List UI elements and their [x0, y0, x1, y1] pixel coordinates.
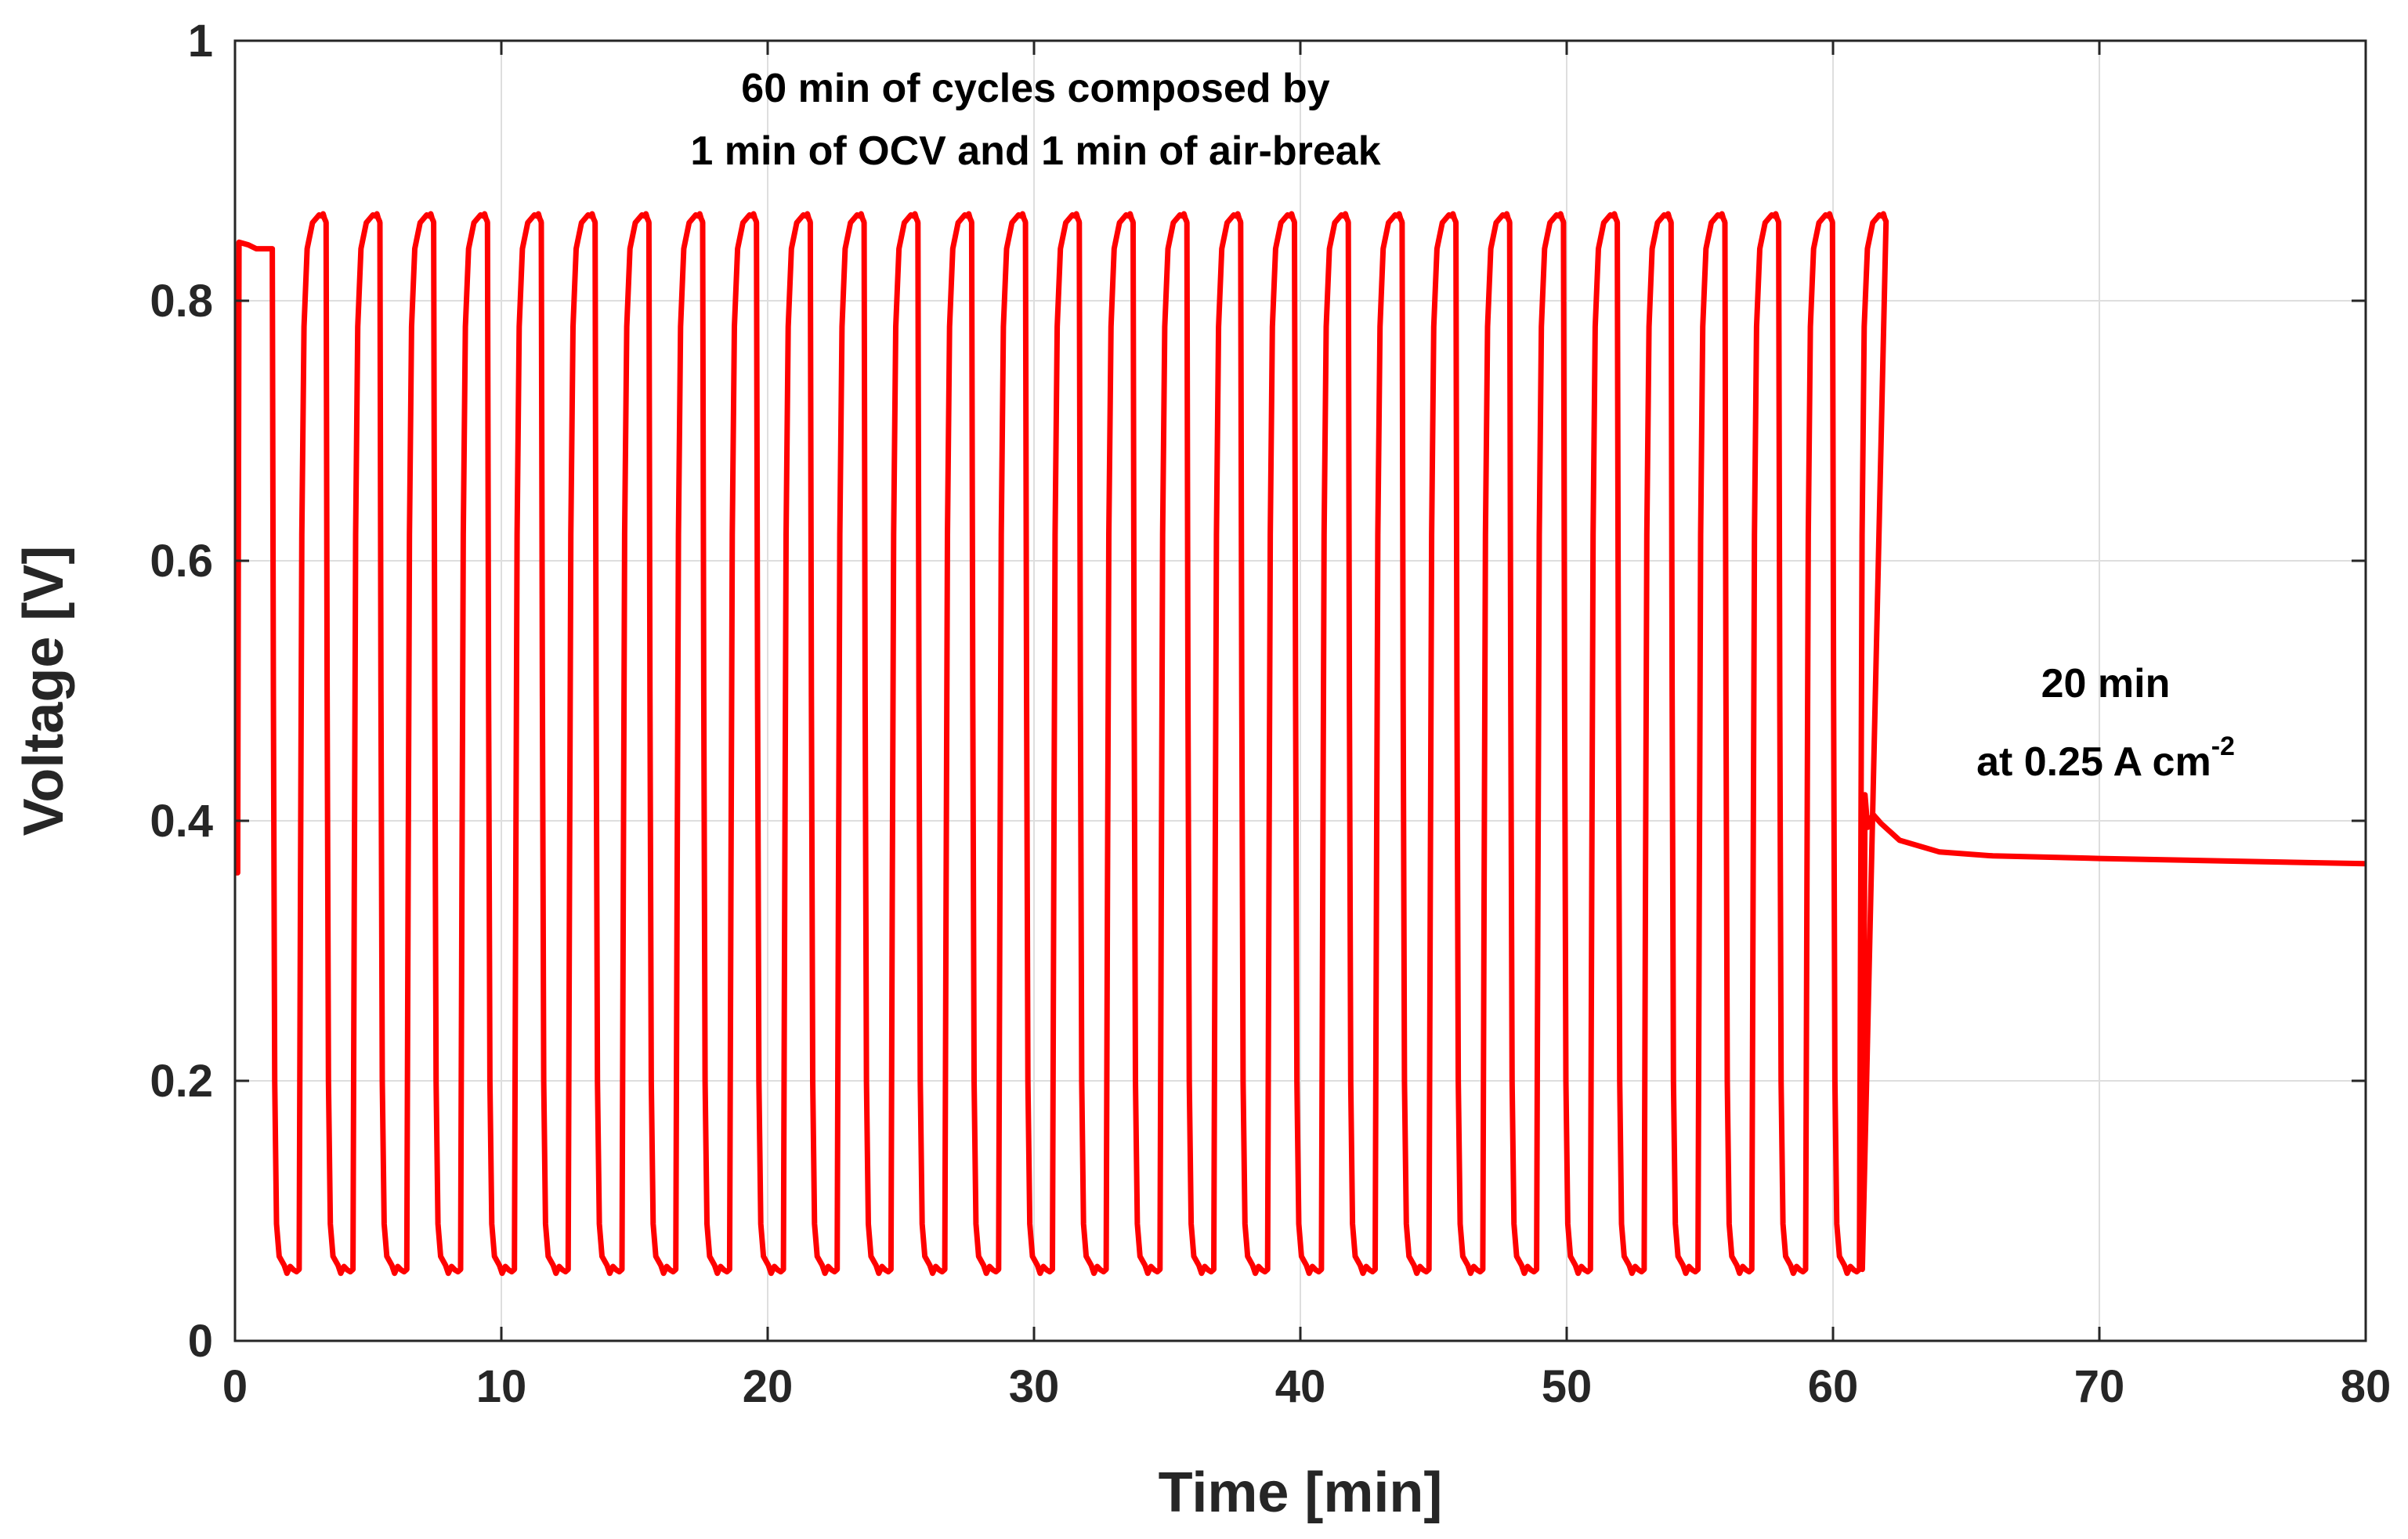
x-tick-label: 80 — [2341, 1361, 2392, 1412]
plot-area — [234, 211, 2366, 1277]
x-tick-label: 20 — [743, 1361, 794, 1412]
y-tick-label: 0.4 — [150, 796, 213, 847]
x-tick-label: 30 — [1009, 1361, 1060, 1412]
y-tick-label: 1 — [188, 16, 213, 67]
y-tick-label: 0.6 — [150, 536, 213, 587]
load-annotation-superscript: -2 — [2211, 732, 2235, 761]
load-annotation-line-2: at 0.25 A cm-2 — [1976, 732, 2235, 785]
x-tick-label: 60 — [1808, 1361, 1859, 1412]
cycling-annotation-line-2: 1 min of OCV and 1 min of air-break — [690, 128, 1380, 174]
axis-ticks: 0 10 20 30 40 50 60 70 80 0 0.2 0.4 0.6 0.8 1 — [150, 16, 2391, 1412]
load-annotation: 20 min at 0.25 A cm-2 — [1976, 661, 2235, 785]
load-annotation-main: at 0.25 A cm — [1976, 739, 2211, 785]
cycling-annotation: 60 min of cycles composed by 1 min of OC… — [690, 66, 1380, 174]
x-tick-label: 50 — [1542, 1361, 1593, 1412]
x-tick-label: 10 — [476, 1361, 527, 1412]
x-tick-label: 40 — [1275, 1361, 1326, 1412]
cycling-annotation-line-1: 60 min of cycles composed by — [741, 66, 1329, 111]
x-tick-label: 0 — [222, 1361, 248, 1412]
x-axis-label: Time [min] — [1159, 1461, 1443, 1524]
y-tick-label: 0.8 — [150, 276, 213, 327]
load-annotation-line-1: 20 min — [2041, 661, 2171, 706]
y-tick-label: 0.2 — [150, 1056, 213, 1107]
y-axis-label: Voltage [V] — [13, 546, 75, 836]
voltage-series-line — [234, 211, 2366, 1277]
x-tick-label: 70 — [2074, 1361, 2125, 1412]
y-tick-label: 0 — [188, 1316, 213, 1367]
